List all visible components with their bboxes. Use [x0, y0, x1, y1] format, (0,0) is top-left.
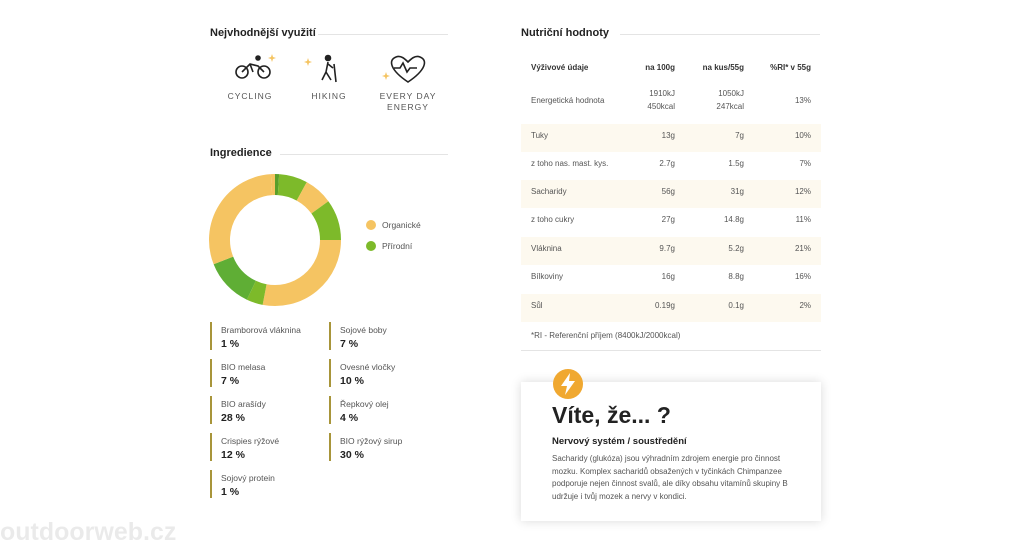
- cell: 16%: [795, 272, 811, 281]
- cell: 8.8g: [728, 272, 744, 281]
- ingredient-name: Sojové boby: [340, 325, 387, 335]
- cell: 0.19g: [655, 301, 675, 310]
- column-header: %RI* v 55g: [770, 63, 811, 72]
- cell: 9.7g: [659, 244, 675, 253]
- ingredient: BIO arašídy 28 %: [210, 396, 266, 424]
- cell: 21%: [795, 244, 811, 253]
- cell: z toho cukry: [531, 215, 574, 224]
- fact-subtitle: Nervový systém / soustředění: [552, 436, 687, 447]
- legend-swatch: [366, 220, 376, 230]
- cell: 13%: [795, 96, 811, 105]
- cell: 7g: [735, 131, 744, 140]
- usage-label: CYCLING: [210, 91, 290, 102]
- ingredient-name: Crispies rýžové: [221, 436, 279, 446]
- footnote: *RI - Referenční příjem (8400kJ/2000kcal…: [531, 331, 680, 340]
- legend-label: Přírodní: [382, 241, 413, 251]
- donut-segment: [220, 185, 272, 261]
- donut-segment: [251, 290, 264, 294]
- legend-swatch: [366, 241, 376, 251]
- cell: 12%: [795, 187, 811, 196]
- cell: Tuky: [531, 131, 548, 140]
- watermark: outdoorweb.cz: [0, 518, 176, 547]
- divider: [318, 34, 448, 35]
- divider: [280, 154, 448, 155]
- ingredient-value: 28 %: [221, 412, 266, 424]
- divider: [620, 34, 820, 35]
- cell: 0.1g: [728, 301, 744, 310]
- cell: 27g: [662, 215, 675, 224]
- cell: 1050kJ: [718, 89, 744, 98]
- cell: 2.7g: [659, 159, 675, 168]
- ingredient-value: 10 %: [340, 375, 395, 387]
- section-title: Nutriční hodnoty: [521, 27, 609, 39]
- cell: Bílkoviny: [531, 272, 563, 281]
- cell: 14.8g: [724, 215, 744, 224]
- cell: 11%: [796, 215, 811, 224]
- cell: 16g: [662, 272, 675, 281]
- ingredient-value: 30 %: [340, 449, 402, 461]
- ingredient-value: 7 %: [340, 338, 387, 350]
- ingredient-name: BIO arašídy: [221, 399, 266, 409]
- ingredient-name: BIO melasa: [221, 362, 265, 372]
- ingredient: Ovesné vločky 10 %: [329, 359, 395, 387]
- cell: 13g: [662, 131, 675, 140]
- ingredient: Sojový protein 1 %: [210, 470, 275, 498]
- ingredient-value: 7 %: [221, 375, 265, 387]
- ingredient-name: BIO rýžový sirup: [340, 436, 402, 446]
- cell: 1.5g: [728, 159, 744, 168]
- fact-text: Sacharidy (glukóza) jsou výhradním zdroj…: [552, 453, 802, 503]
- ingredient: Řepkový olej 4 %: [329, 396, 389, 424]
- donut-segment: [223, 260, 251, 290]
- ingredient-name: Ovesné vločky: [340, 362, 395, 372]
- ingredient-name: Sojový protein: [221, 473, 275, 483]
- ingredient: Bramborová vláknina 1 %: [210, 322, 301, 350]
- cell: Sacharidy: [531, 187, 567, 196]
- ingredient-value: 1 %: [221, 486, 275, 498]
- donut-segment: [265, 240, 331, 296]
- donut-segment: [320, 207, 331, 240]
- usage-label: HIKING: [289, 91, 369, 102]
- cell: z toho nas. mast. kys.: [531, 159, 608, 168]
- column-header: Výživové údaje: [531, 63, 588, 72]
- donut-segment: [278, 185, 301, 192]
- ingredient-value: 12 %: [221, 449, 279, 461]
- usage-label: EVERY DAY ENERGY: [368, 91, 448, 113]
- fact-card: Víte, že... ? Nervový systém / soustředě…: [521, 382, 821, 521]
- usage-icons: [230, 52, 440, 88]
- cell: Sůl: [531, 301, 543, 310]
- column-header: na 100g: [645, 63, 675, 72]
- ingredient: Crispies rýžové 12 %: [210, 433, 279, 461]
- ingredient: BIO melasa 7 %: [210, 359, 265, 387]
- cell: 5.2g: [728, 244, 744, 253]
- cell: Energetická hodnota: [531, 96, 604, 105]
- cell: 31g: [731, 187, 744, 196]
- section-title: Ingredience: [210, 147, 272, 159]
- ingredient-value: 1 %: [221, 338, 301, 350]
- cell: 247kcal: [716, 102, 744, 111]
- cell: 450kcal: [647, 102, 675, 111]
- ingredient-value: 4 %: [340, 412, 389, 424]
- column-header: na kus/55g: [703, 63, 744, 72]
- donut-segment: [302, 191, 320, 207]
- divider: [521, 350, 821, 351]
- ingredient-name: Bramborová vláknina: [221, 325, 301, 335]
- fact-title: Víte, že... ?: [552, 402, 671, 429]
- cell: 56g: [662, 187, 675, 196]
- cell: 1910kJ: [649, 89, 675, 98]
- cell: 7%: [799, 159, 811, 168]
- cell: Vláknina: [531, 244, 562, 253]
- legend-label: Organické: [382, 220, 421, 230]
- cell: 2%: [799, 301, 811, 310]
- donut-chart: Organické Přírodní: [200, 165, 440, 315]
- ingredient-name: Řepkový olej: [340, 399, 389, 409]
- ingredient: Sojové boby 7 %: [329, 322, 387, 350]
- section-title: Nejvhodnější využití: [210, 27, 316, 39]
- bolt-icon: [552, 368, 584, 400]
- ingredient: BIO rýžový sirup 30 %: [329, 433, 402, 461]
- cell: 10%: [795, 131, 811, 140]
